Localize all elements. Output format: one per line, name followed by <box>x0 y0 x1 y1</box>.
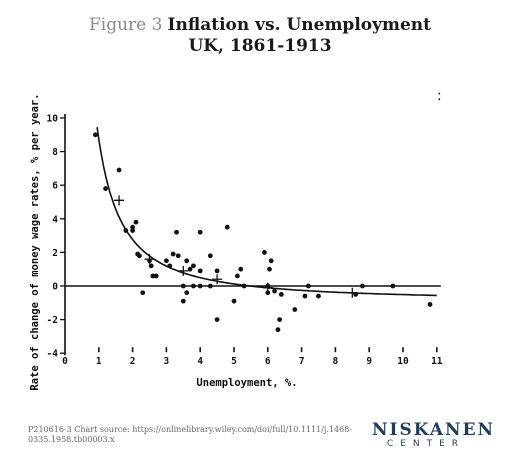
average-cross-marker <box>178 265 189 276</box>
data-point <box>184 258 190 264</box>
data-point <box>265 290 271 296</box>
data-point <box>277 317 283 322</box>
y-tick-label: 8 <box>52 147 58 158</box>
figure-label: Figure 3 <box>88 15 163 35</box>
x-tick-label: 6 <box>265 356 271 367</box>
data-point <box>214 317 220 322</box>
y-tick-label: 10 <box>47 114 59 125</box>
data-point <box>278 292 284 297</box>
title-block: Figure 3 Inflation vs. Unemployment UK, … <box>0 14 520 57</box>
data-point <box>130 224 136 230</box>
x-tick-label: 10 <box>397 356 409 367</box>
y-axis-label: Rate of change of money wage rates, % pe… <box>29 93 41 390</box>
data-point <box>180 298 186 304</box>
chart-subtitle: UK, 1861-1913 <box>188 36 332 56</box>
data-point <box>197 283 203 289</box>
data-point <box>214 268 220 274</box>
average-cross-marker <box>114 195 125 206</box>
data-point <box>292 307 298 312</box>
x-tick-label: 8 <box>333 356 339 367</box>
y-tick-label: -4 <box>47 349 59 360</box>
x-tick-label: 5 <box>231 356 237 367</box>
data-point <box>180 283 186 289</box>
x-tick-label: 1 <box>96 356 102 367</box>
data-point <box>197 268 203 274</box>
data-point <box>170 251 176 257</box>
data-point <box>191 283 196 289</box>
x-tick-label: 7 <box>299 356 305 367</box>
x-tick-label: 0 <box>62 356 68 367</box>
data-point <box>116 167 122 173</box>
y-tick-label: 4 <box>52 214 58 225</box>
average-cross-marker <box>212 274 223 285</box>
average-cross-marker <box>347 287 358 298</box>
data-point <box>197 229 203 235</box>
data-point <box>207 253 213 259</box>
y-tick-label: 6 <box>52 181 58 192</box>
data-point <box>103 186 108 191</box>
chart-title: Inflation vs. Unemployment <box>167 15 432 35</box>
average-cross-marker <box>144 254 155 265</box>
x-tick-label: 3 <box>164 356 170 367</box>
data-point <box>150 273 156 279</box>
data-point <box>302 293 308 299</box>
y-tick-label: 0 <box>52 282 58 293</box>
y-tick-label: 2 <box>52 248 58 259</box>
average-cross-marker <box>262 282 273 293</box>
x-tick-label: 11 <box>431 356 443 367</box>
data-point <box>140 290 146 296</box>
x-tick-label: 2 <box>130 356 136 367</box>
data-point <box>184 290 190 296</box>
data-point <box>262 250 267 255</box>
data-point <box>231 298 237 304</box>
data-point <box>268 258 274 264</box>
data-point <box>234 273 240 279</box>
data-point <box>133 219 139 225</box>
data-point <box>316 293 321 299</box>
niskanen-logo: NISKANEN CENTER <box>372 420 496 450</box>
data-point <box>272 288 277 294</box>
data-point <box>427 302 433 307</box>
data-point <box>93 132 98 138</box>
data-point <box>167 263 173 269</box>
source-note: P210616-3 Chart source: https://onlineli… <box>28 425 353 444</box>
x-tick-label: 9 <box>366 356 372 367</box>
data-point <box>238 266 244 272</box>
data-point <box>153 273 159 279</box>
data-point <box>267 266 272 272</box>
data-point <box>174 229 179 235</box>
data-point <box>207 283 213 289</box>
fitted-curve <box>96 127 437 297</box>
data-point <box>275 327 281 333</box>
data-point <box>360 283 365 289</box>
data-point <box>175 253 181 259</box>
x-axis-label: Unemployment, %. <box>196 377 297 389</box>
data-point <box>148 263 154 269</box>
data-point <box>130 228 136 233</box>
data-point <box>164 258 169 264</box>
logo-subtitle: CENTER <box>386 439 466 449</box>
logo-wordmark: NISKANEN <box>372 420 496 440</box>
data-point <box>191 263 196 269</box>
plot-area: -4 -2 0 2 4 6 8 10 0 1 2 3 4 5 6 7 8 9 10 11 <box>47 114 443 368</box>
data-point <box>136 253 142 259</box>
data-point <box>390 283 396 289</box>
data-point <box>224 224 230 230</box>
data-point <box>187 266 193 272</box>
y-tick-label: -2 <box>47 315 58 326</box>
corner-mark: : <box>437 88 442 104</box>
x-tick-label: 4 <box>197 356 203 367</box>
data-point <box>241 283 247 289</box>
data-point <box>305 283 311 289</box>
data-point <box>123 228 129 233</box>
